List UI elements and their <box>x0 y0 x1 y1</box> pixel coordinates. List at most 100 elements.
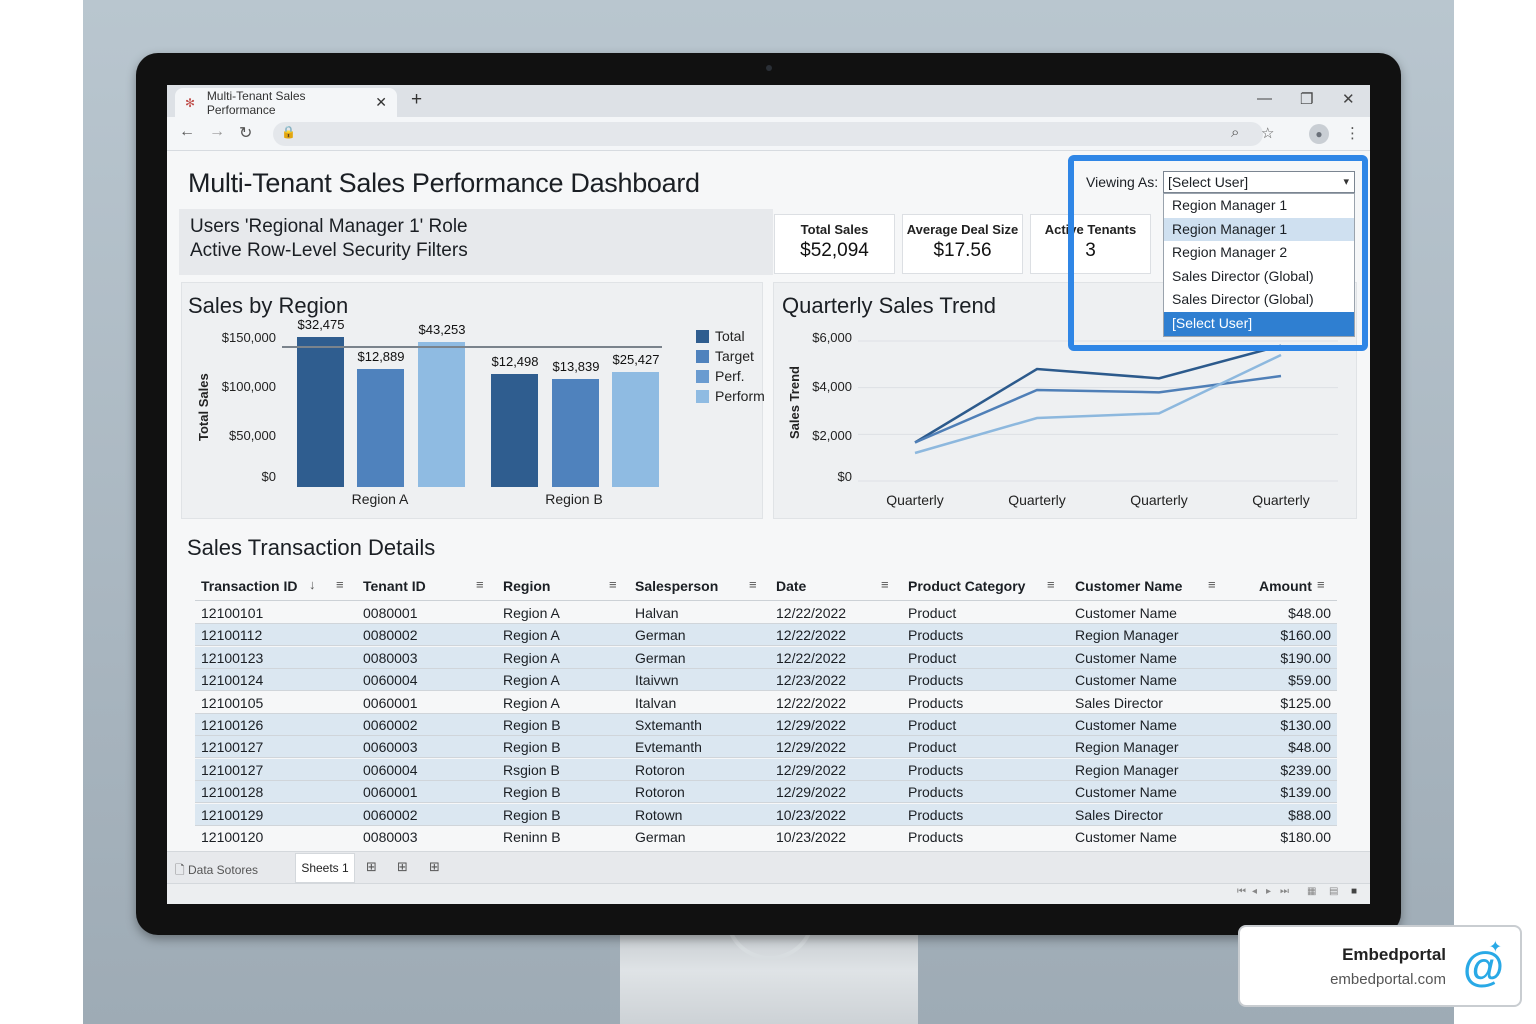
table-cell: 0060001 <box>363 694 418 711</box>
table-cell: Region B <box>503 806 561 823</box>
table-cell: 10/23/2022 <box>776 829 847 845</box>
column-filter-icon[interactable]: ≡ <box>476 577 484 592</box>
table-row[interactable]: 12100127 0060004 Rsgion B Rotoron 12/29/2022… <box>195 758 1337 781</box>
x-tick: Quarterly <box>1008 492 1066 508</box>
table-cell: Products <box>908 761 964 778</box>
table-row[interactable]: 12100127 0060003 Region B Evtemanth 12/29/20… <box>195 736 1337 759</box>
back-icon[interactable]: ← <box>179 123 195 140</box>
column-header-transaction-id[interactable]: Transaction ID <box>201 578 298 594</box>
browser-window: ✻ Multi-Tenant Sales Performance ✕ + — ❐… <box>167 85 1370 904</box>
table-cell: Sxtemanth <box>635 717 702 733</box>
new-worksheet-icon[interactable]: ⊞ <box>366 859 377 874</box>
table-row[interactable]: 12100101 0080001 Region A Halvan 12/22/2022 P… <box>195 602 1337 624</box>
table-cell: German <box>635 649 686 666</box>
sheet-tab-active[interactable]: Sheets 1 <box>295 853 355 883</box>
new-story-icon[interactable]: ⊞ <box>429 859 440 874</box>
table-cell: Product <box>908 739 957 756</box>
y-tick: $150,000 <box>221 330 276 345</box>
column-header-product-category[interactable]: Product Category <box>908 578 1026 594</box>
new-dashboard-icon[interactable]: ⊞ <box>397 859 408 874</box>
zoom-icon[interactable]: ⌕ <box>1231 124 1240 141</box>
menu-kebab-icon[interactable]: ⋮ <box>1345 125 1360 142</box>
reload-icon[interactable]: ↻ <box>239 125 253 142</box>
first-page-icon[interactable]: ⏮ <box>1237 886 1246 897</box>
brand-name: Embedportal <box>1342 945 1446 964</box>
url-input[interactable]: 🔒 <box>273 122 1263 146</box>
table-row[interactable]: 12100124 0060004 Region A Itaivwn 12/23/2022… <box>195 669 1337 692</box>
column-header-amount[interactable]: Amount <box>1259 578 1312 594</box>
viewing-as-option[interactable]: Sales Director (Global) <box>1172 291 1314 308</box>
table-cell: Region Manager <box>1075 627 1179 644</box>
legend-label: Perform <box>715 388 765 404</box>
column-filter-icon[interactable]: ≡ <box>336 577 344 592</box>
column-filter-icon[interactable]: ≡ <box>881 577 889 592</box>
table-row[interactable]: 12100123 0080003 Region A German 12/22/2022 P… <box>195 646 1337 669</box>
transaction-table-panel: Sales Transaction Details Transaction ID… <box>181 523 1356 845</box>
table-row[interactable]: 12100105 0060001 Region A Italvan 12/22/2022… <box>195 692 1337 714</box>
table-cell: 12/29/2022 <box>776 784 847 801</box>
table-cell: 12100126 <box>201 717 264 733</box>
list-view-icon[interactable]: ▤ <box>1329 886 1339 897</box>
profile-avatar-icon[interactable]: ● <box>1309 124 1329 144</box>
column-filter-icon[interactable]: ≡ <box>1317 577 1325 592</box>
table-cell: Rsgion B <box>503 761 560 778</box>
table-cell: Products <box>908 694 964 711</box>
maximize-icon[interactable]: ❐ <box>1300 91 1314 108</box>
viewing-as-option[interactable]: Region Manager 1 <box>1172 197 1288 213</box>
next-page-icon[interactable]: ▸ <box>1266 886 1272 897</box>
webcam <box>766 65 772 71</box>
table-row[interactable]: 12100129 0060002 Region B Rotown 10/23/2022 P… <box>195 803 1337 826</box>
column-filter-icon[interactable]: ≡ <box>1047 577 1055 592</box>
table-row[interactable]: 12100128 0060001 Region B Rotoron 12/29/2022… <box>195 781 1337 804</box>
table-cell: 0080003 <box>363 649 418 666</box>
column-filter-icon[interactable]: ≡ <box>1208 577 1216 592</box>
close-window-icon[interactable]: ✕ <box>1342 91 1355 108</box>
legend-item-total: Total <box>696 328 745 344</box>
table-row[interactable]: 12100112 0080002 Region A German 12/22/2022 P… <box>195 624 1337 647</box>
viewing-as-option[interactable]: [Select User] <box>1164 311 1354 336</box>
bar-data-label: $43,253 <box>418 322 466 337</box>
table-cell: Region Manager <box>1075 739 1179 756</box>
bar-data-label: $13,839 <box>552 359 600 374</box>
column-header-date[interactable]: Date <box>776 578 807 594</box>
kpi-value: 3 <box>1085 240 1096 261</box>
y-tick: $100,000 <box>221 379 276 394</box>
tab-title: Multi-Tenant Sales Performance <box>206 88 306 117</box>
new-tab-button[interactable]: + <box>411 89 423 110</box>
series-line <box>914 344 1282 444</box>
column-header-region[interactable]: Region <box>503 578 551 594</box>
filmstrip-view-icon[interactable]: ■ <box>1351 886 1358 897</box>
table-row[interactable]: 12100126 0060002 Region B Sxtemanth 12/29/20… <box>195 714 1337 736</box>
viewing-as-option[interactable]: Region Manager 1 <box>1164 217 1354 242</box>
table-cell: Rotown <box>635 806 683 823</box>
prev-page-icon[interactable]: ◂ <box>1252 886 1258 897</box>
bar <box>357 369 404 487</box>
minimize-icon[interactable]: — <box>1257 90 1272 107</box>
viewing-as-option[interactable]: Region Manager 2 <box>1172 244 1288 261</box>
table-cell: $180.00 <box>1280 829 1331 845</box>
browser-tab[interactable]: ✻ Multi-Tenant Sales Performance ✕ <box>175 88 397 117</box>
table-cell: Italvan <box>635 694 677 711</box>
grid-view-icon[interactable]: ▦ <box>1307 886 1317 897</box>
table-cell: 0080001 <box>363 605 418 621</box>
sort-desc-icon[interactable]: ↓ <box>309 577 316 592</box>
rls-line-2: Active Row-Level Security Filters <box>190 240 468 261</box>
column-header-salesperson[interactable]: Salesperson <box>635 578 719 594</box>
table-cell: $190.00 <box>1280 649 1331 666</box>
table-cell: Region A <box>503 672 560 689</box>
close-tab-icon[interactable]: ✕ <box>375 94 387 110</box>
data-source-tab[interactable]: 🗋 Data Sotores <box>175 861 258 882</box>
last-page-icon[interactable]: ⏭ <box>1280 886 1289 897</box>
table-cell: 12100105 <box>201 694 264 711</box>
forward-icon[interactable]: → <box>209 123 225 140</box>
column-filter-icon[interactable]: ≡ <box>609 577 617 592</box>
viewing-as-select[interactable]: [Select User] ▾ <box>1163 171 1355 193</box>
bookmark-star-icon[interactable]: ☆ <box>1261 125 1275 142</box>
column-header-tenant-id[interactable]: Tenant ID <box>363 578 426 594</box>
column-header-customer-name[interactable]: Customer Name <box>1075 578 1183 594</box>
column-filter-icon[interactable]: ≡ <box>749 577 757 592</box>
table-row[interactable]: 12100120 0080003 Reninn B German 10/23/2022 P… <box>195 826 1337 845</box>
table-cell: 12/23/2022 <box>776 672 847 689</box>
viewing-as-option[interactable]: Sales Director (Global) <box>1172 267 1314 284</box>
table-cell: Sales Director <box>1075 806 1163 823</box>
